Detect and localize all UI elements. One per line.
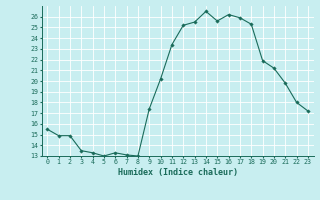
X-axis label: Humidex (Indice chaleur): Humidex (Indice chaleur) bbox=[118, 168, 237, 177]
